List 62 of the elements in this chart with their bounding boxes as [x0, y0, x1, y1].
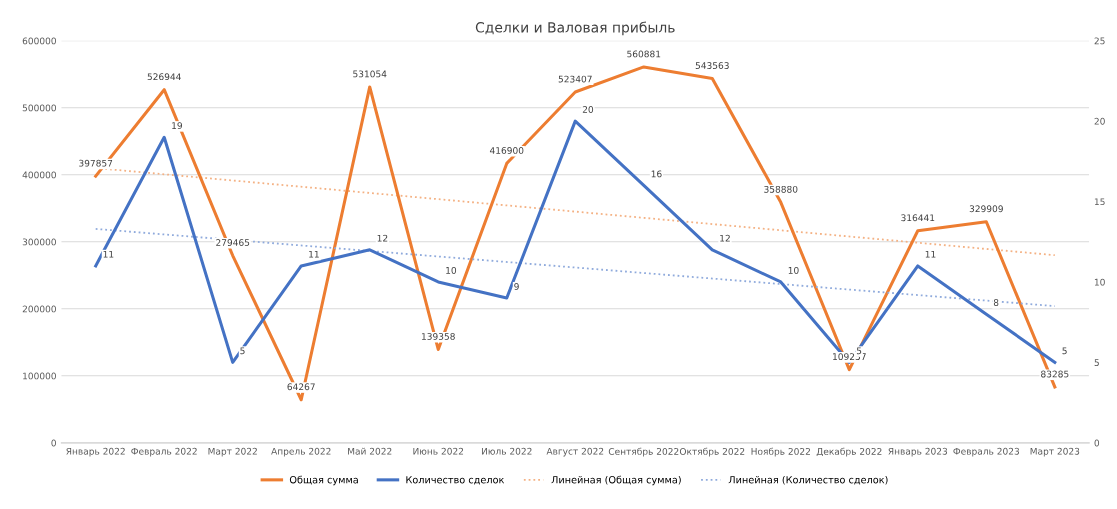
data-label: 329909 [969, 205, 1003, 213]
data-label: 416900 [489, 147, 524, 154]
data-label: 279465 [216, 239, 250, 246]
y-tick-label: 100000 [23, 372, 56, 380]
data-label: 83285 [1041, 370, 1069, 378]
x-tick-label: Февраль 2023 [953, 447, 1020, 457]
legend-label: Общая сумма [289, 475, 358, 486]
data-label: 64267 [287, 383, 315, 391]
data-label: 8 [993, 299, 999, 306]
data-label: 5 [856, 347, 862, 355]
data-label: 20 [582, 106, 594, 113]
y2-tick-label: 0 [1094, 439, 1100, 447]
data-label: 397857 [79, 159, 113, 167]
legend-label: Линейная (Количество сделок) [728, 475, 888, 485]
data-label: 5 [240, 347, 245, 355]
y-tick-label: 0 [51, 439, 56, 447]
y2-tick-label: 5 [1094, 359, 1099, 366]
legend-label: Линейная (Общая сумма) [551, 475, 681, 486]
data-label: 560881 [627, 50, 661, 58]
y2-tick-label: 25 [1094, 37, 1105, 45]
data-label: 11 [925, 250, 936, 258]
x-tick-label: Март 2022 [208, 447, 257, 457]
x-tick-label: Сентябрь 2022 [608, 447, 679, 457]
data-label: 5 [1062, 347, 1067, 355]
y-tick-label: 200000 [22, 305, 56, 313]
x-tick-label: Август 2022 [546, 447, 604, 457]
x-tick-label: Январь 2022 [66, 447, 125, 457]
y2-tick-label: 10 [1094, 278, 1105, 286]
data-label: 11 [103, 250, 114, 258]
y2-tick-label: 20 [1094, 117, 1105, 125]
x-tick-label: Март 2023 [1030, 447, 1080, 457]
y2-tick-label: 15 [1094, 198, 1105, 206]
x-tick-label: Май 2022 [348, 447, 392, 455]
data-label: 358880 [764, 185, 798, 193]
data-label: 9 [514, 283, 519, 290]
y-tick-label: 600000 [22, 37, 56, 45]
data-label: 19 [172, 122, 182, 130]
x-tick-label: Июль 2022 [481, 447, 532, 455]
y-tick-label: 300000 [22, 238, 56, 246]
chart-title: Сделки и Валовая прибыль [475, 21, 675, 36]
data-label: 16 [651, 170, 662, 178]
data-label: 526944 [147, 73, 181, 81]
data-label: 316441 [901, 214, 935, 222]
x-tick-label: Октябрь 2022 [679, 447, 745, 457]
data-label: 543563 [695, 62, 729, 69]
data-label: 531054 [353, 70, 387, 78]
data-label: 12 [720, 234, 730, 242]
y-tick-label: 400000 [22, 171, 56, 179]
x-tick-label: Ноябрь 2022 [751, 447, 810, 457]
legend-label: Количество сделок [406, 476, 505, 485]
x-tick-label: Июнь 2022 [413, 447, 464, 455]
x-tick-label: Февраль 2022 [131, 447, 197, 457]
data-label: 139358 [422, 333, 455, 340]
y-tick-label: 500000 [22, 104, 56, 112]
data-label: 11 [309, 250, 319, 258]
data-label: 10 [788, 266, 799, 274]
x-tick-label: Январь 2023 [888, 447, 948, 457]
data-label: 10 [446, 266, 457, 274]
x-tick-label: Декабрь 2022 [816, 447, 882, 457]
data-label: 12 [377, 234, 388, 242]
data-label: 523407 [558, 75, 592, 83]
x-tick-label: Апрель 2022 [271, 447, 331, 457]
